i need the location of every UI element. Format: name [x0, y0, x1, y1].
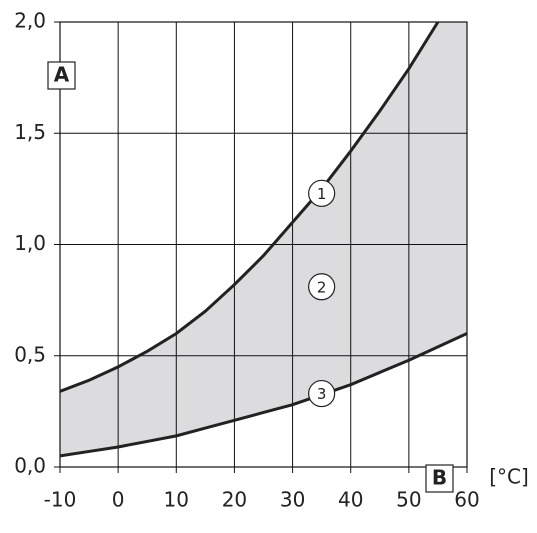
x-tick-label: -10 [44, 488, 77, 512]
x-tick-label: 50 [396, 488, 421, 512]
band-fill [60, 22, 467, 456]
annotation-circle [308, 273, 336, 301]
y-tick-label: 1,0 [14, 231, 46, 255]
x-tick-label: 40 [338, 488, 363, 512]
x-label-box [425, 464, 454, 493]
annotation-circle [308, 379, 336, 408]
x-tick-label: 30 [280, 488, 305, 512]
x-tick-label: 0 [112, 488, 125, 512]
y-tick-label: 1,5 [14, 120, 46, 144]
y-axis-label: A [54, 63, 70, 87]
plot-frame [59, 21, 468, 468]
y-tick-label: 0,0 [14, 454, 46, 478]
annotation-circle [308, 179, 336, 207]
annotation-label: 2 [317, 278, 327, 296]
y-tick-label: 2,0 [14, 9, 46, 33]
annotation-label: 3 [317, 385, 327, 403]
x-axis-unit: [°C] [489, 465, 529, 489]
y-tick-label: 0,5 [14, 342, 46, 366]
x-tick-label: 10 [164, 488, 189, 512]
x-tick-label: 60 [454, 488, 479, 512]
curve [60, 22, 440, 393]
annotation-label: 1 [317, 185, 327, 203]
y-label-box [47, 61, 76, 90]
x-tick-label: 20 [222, 488, 247, 512]
x-axis-label: B [432, 466, 447, 490]
curve [60, 332, 467, 458]
